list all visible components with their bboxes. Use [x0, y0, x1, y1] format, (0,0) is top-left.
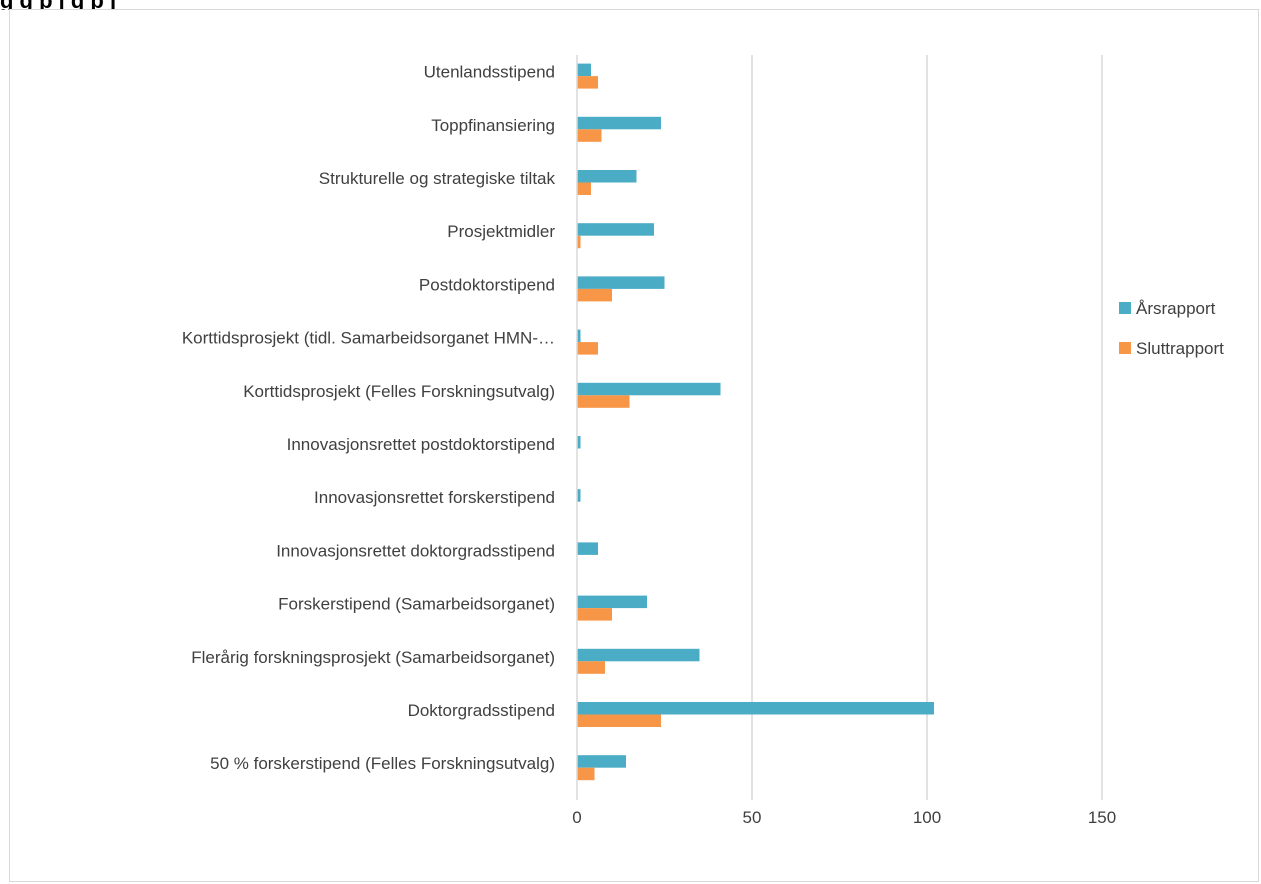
legend-swatch	[1119, 302, 1131, 314]
category-label: Flerårig forskningsprosjekt (Samarbeidso…	[191, 648, 555, 667]
bar-arsrapport	[577, 648, 700, 662]
bar-arsrapport	[577, 542, 598, 555]
bar-arsrapport	[577, 276, 665, 289]
category-label: Postdoktorstipend	[419, 275, 555, 294]
bar-sluttrapport	[577, 714, 661, 727]
category-label: Innovasjonsrettet doktorgradsstipend	[276, 541, 555, 560]
bar-arsrapport	[577, 63, 591, 77]
x-tick-label: 100	[913, 808, 941, 827]
bar-sluttrapport	[577, 661, 605, 674]
bar-arsrapport	[577, 702, 934, 715]
category-label: Utenlandsstipend	[424, 63, 555, 82]
category-label: Strukturelle og strategiske tiltak	[319, 169, 556, 188]
bar-arsrapport	[577, 436, 581, 449]
x-tick-label: 50	[743, 808, 762, 827]
legend-swatch	[1119, 342, 1131, 354]
legend-label: Årsrapport	[1136, 299, 1216, 318]
bar-sluttrapport	[577, 342, 598, 355]
category-label: Prosjektmidler	[447, 222, 555, 241]
bar-sluttrapport	[577, 182, 591, 195]
bar-arsrapport	[577, 595, 647, 609]
chart-frame	[9, 9, 1259, 882]
x-tick-label: 150	[1088, 808, 1116, 827]
x-tick-label: 0	[572, 808, 581, 827]
bar-arsrapport	[577, 382, 721, 396]
bar-arsrapport	[577, 116, 661, 130]
bar-arsrapport	[577, 489, 581, 502]
bar-sluttrapport	[577, 395, 630, 408]
category-label: Innovasjonsrettet forskerstipend	[314, 488, 555, 507]
bar-arsrapport	[577, 170, 637, 183]
bar-sluttrapport	[577, 129, 602, 142]
bar-sluttrapport	[577, 608, 612, 621]
category-label: Doktorgradsstipend	[408, 701, 555, 720]
bar-sluttrapport	[577, 235, 581, 249]
chart-title-fragment: g g p j g p j	[0, 0, 1261, 10]
category-label: Innovasjonsrettet postdoktorstipend	[287, 435, 555, 454]
legend-label: Sluttrapport	[1136, 339, 1224, 358]
category-label: 50 % forskerstipend (Felles Forskningsut…	[210, 754, 555, 773]
category-label: Korttidsprosjekt (tidl. Samarbeidsorgane…	[182, 329, 555, 348]
bar-arsrapport	[577, 223, 654, 236]
category-label: Forskerstipend (Samarbeidsorganet)	[278, 595, 555, 614]
category-label: Toppfinansiering	[431, 116, 555, 135]
bar-arsrapport	[577, 329, 581, 343]
bar-sluttrapport	[577, 767, 595, 781]
category-label: Korttidsprosjekt (Felles Forskningsutval…	[243, 382, 555, 401]
bar-sluttrapport	[577, 288, 612, 302]
bar-arsrapport	[577, 755, 626, 768]
bar-sluttrapport	[577, 76, 598, 89]
